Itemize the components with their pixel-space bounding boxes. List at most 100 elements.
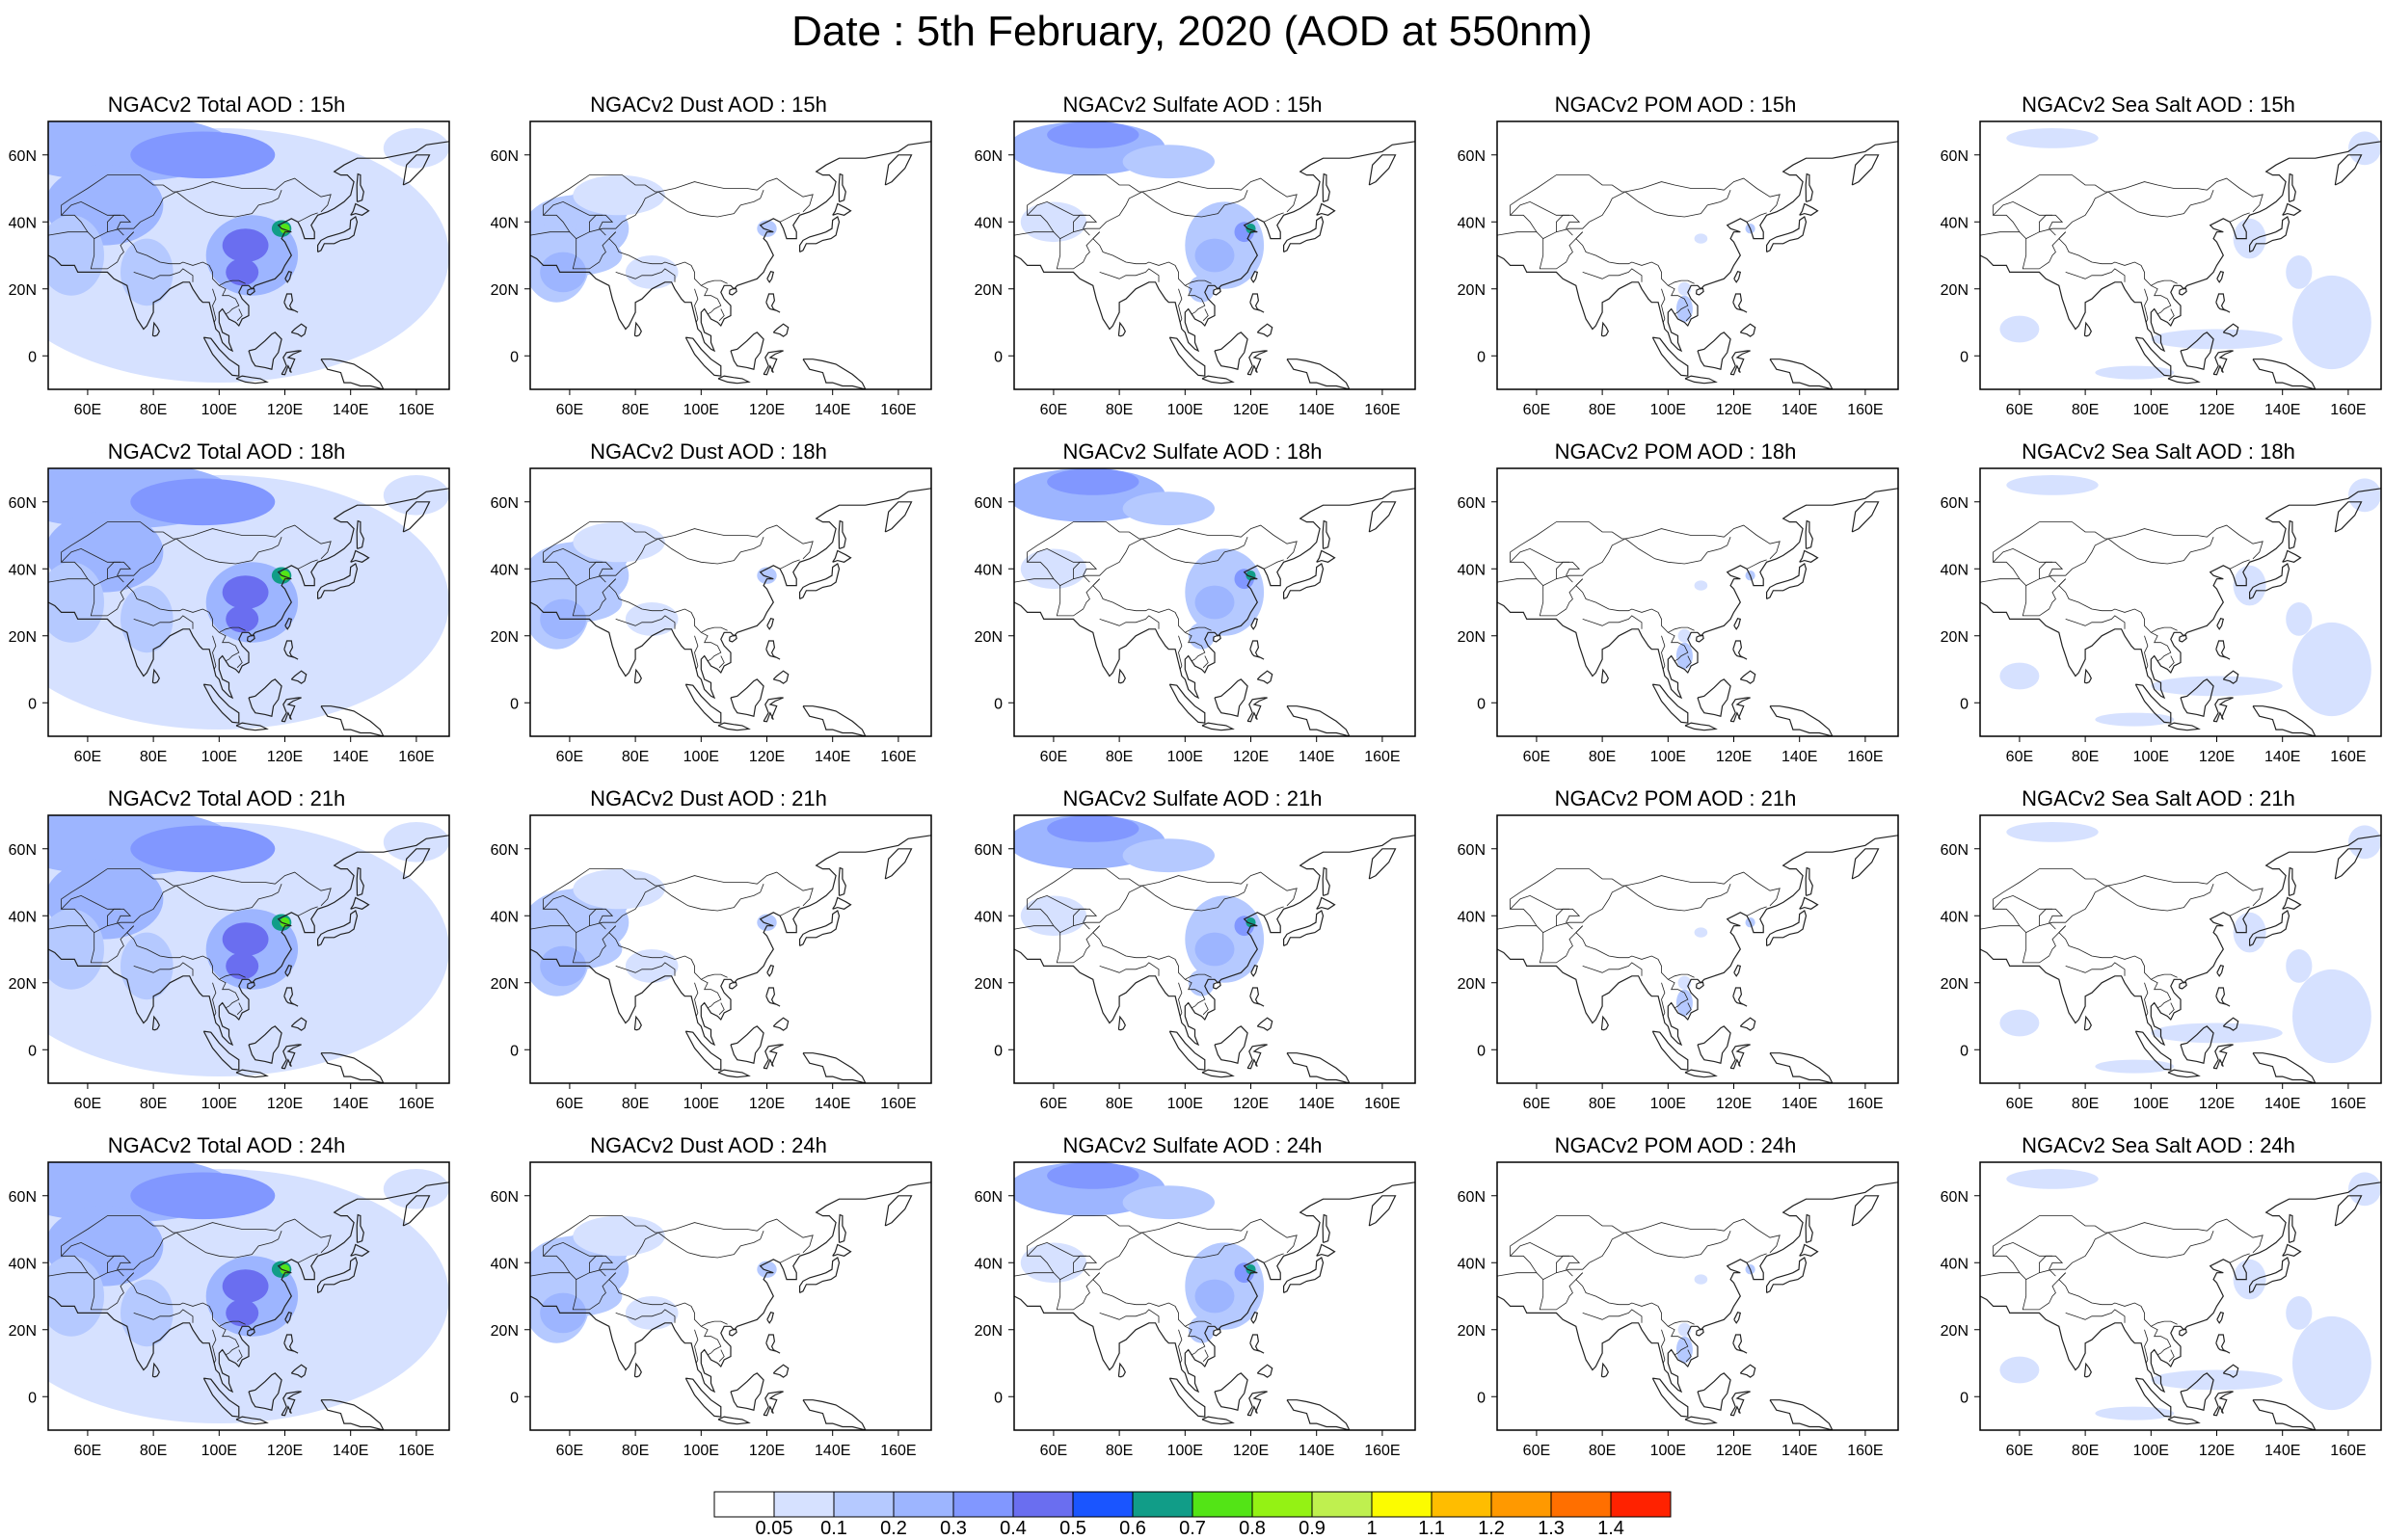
coastline — [356, 173, 364, 202]
coastline — [1117, 1362, 1126, 1378]
panel-title: NGACv2 Dust AOD : 21h — [590, 786, 827, 810]
coastline — [633, 668, 642, 684]
y-tick-label: 0 — [510, 1043, 519, 1059]
coastline — [1739, 1017, 1756, 1031]
y-tick-label: 40N — [9, 562, 37, 578]
country-border — [219, 284, 240, 315]
country-border — [236, 1002, 243, 1016]
x-tick-label: 160E — [1847, 1443, 1883, 1459]
coastline — [1213, 1328, 1221, 1337]
y-tick-label: 0 — [510, 1390, 519, 1406]
coastline — [2216, 270, 2225, 283]
country-border — [779, 212, 800, 223]
colorbar-swatch — [1132, 1491, 1193, 1518]
country-border — [1992, 894, 2052, 926]
y-tick-label: 40N — [975, 1256, 1003, 1272]
coastline — [1805, 866, 1813, 896]
y-tick-label: 0 — [28, 1390, 37, 1406]
country-border — [2058, 231, 2178, 286]
coastline — [729, 287, 737, 296]
coastline — [356, 866, 364, 896]
aod-shading — [121, 932, 174, 1000]
coastline — [2334, 848, 2363, 880]
coastline — [1766, 563, 1808, 600]
aod-map: 60E 80E 100E 120E 140E 160E 0 20N 40N 60N — [975, 467, 1416, 765]
coastline — [684, 336, 722, 377]
aod-shading — [1122, 145, 1215, 179]
y-tick-label: 0 — [28, 349, 37, 365]
x-tick-label: 80E — [1106, 1096, 1133, 1112]
coastline — [1316, 202, 1336, 216]
panel-title: NGACv2 Sea Salt AOD : 15h — [2022, 93, 2295, 117]
coastline — [2179, 634, 2187, 643]
coastline — [772, 323, 790, 337]
coastline — [1214, 1025, 1248, 1064]
aod-shading — [121, 238, 174, 306]
coastline — [765, 987, 781, 1007]
coastline — [151, 1362, 160, 1378]
country-border — [1556, 561, 1581, 583]
country-border — [2168, 655, 2175, 669]
country-border — [2022, 1272, 2066, 1311]
country-border — [61, 1215, 176, 1257]
country-border — [1178, 288, 1183, 323]
country-border — [2022, 231, 2066, 270]
country-border — [175, 884, 282, 912]
country-border — [1026, 894, 1086, 926]
x-tick-label: 140E — [1299, 402, 1334, 418]
panel-title: NGACv2 Total AOD : 21h — [107, 786, 346, 810]
country-border — [1056, 578, 1100, 617]
aod-shading — [222, 575, 269, 609]
country-border — [133, 268, 194, 282]
x-tick-label: 120E — [749, 402, 785, 418]
aod-shading — [1188, 1315, 1215, 1343]
country-border — [1539, 231, 1583, 270]
x-tick-label: 100E — [1167, 749, 1203, 765]
coastline — [2249, 216, 2290, 253]
country-border — [236, 655, 243, 669]
y-tick-label: 40N — [9, 215, 37, 231]
y-tick-label: 40N — [491, 1256, 519, 1272]
aod-shading — [757, 220, 777, 237]
x-tick-label: 100E — [2133, 1443, 2169, 1459]
aod-shading — [2292, 969, 2371, 1064]
coastline — [765, 640, 781, 660]
country-border — [236, 308, 243, 322]
country-border — [2058, 925, 2178, 980]
coastline — [1739, 670, 1756, 684]
country-border — [2229, 906, 2250, 916]
coastline — [1805, 519, 1813, 549]
aod-shading — [383, 1169, 449, 1209]
x-tick-label: 120E — [1233, 1443, 1269, 1459]
aod-shading — [226, 1299, 259, 1327]
country-border — [1027, 521, 1142, 563]
x-tick-label: 160E — [2330, 749, 2366, 765]
coastline — [530, 835, 931, 1047]
coastline — [1739, 1364, 1756, 1378]
y-tick-label: 60N — [491, 1189, 519, 1206]
coastline — [1168, 683, 1206, 724]
country-border — [1141, 1231, 1248, 1259]
coastline — [763, 1391, 784, 1417]
country-border — [543, 868, 658, 910]
coastline — [1851, 848, 1880, 880]
country-border — [1099, 268, 1160, 282]
aod-shading — [2233, 1259, 2266, 1300]
x-tick-label: 160E — [1364, 749, 1400, 765]
coastline — [2215, 987, 2231, 1007]
y-tick-label: 60N — [975, 842, 1003, 859]
coastline — [2134, 683, 2172, 724]
coastline — [633, 1362, 642, 1378]
x-tick-label: 160E — [880, 1443, 916, 1459]
y-tick-label: 20N — [1941, 976, 1969, 993]
y-tick-label: 0 — [1960, 696, 1969, 712]
coastline — [1684, 1069, 1718, 1078]
country-border — [1056, 1272, 1100, 1311]
coastline — [2288, 1213, 2296, 1243]
coastline — [317, 910, 359, 947]
map-frame — [529, 1161, 932, 1431]
aod-shading — [1020, 201, 1086, 243]
y-tick-label: 60N — [491, 148, 519, 165]
panel-title: NGACv2 Sulfate AOD : 21h — [1062, 786, 1323, 810]
y-tick-label: 20N — [9, 282, 37, 299]
